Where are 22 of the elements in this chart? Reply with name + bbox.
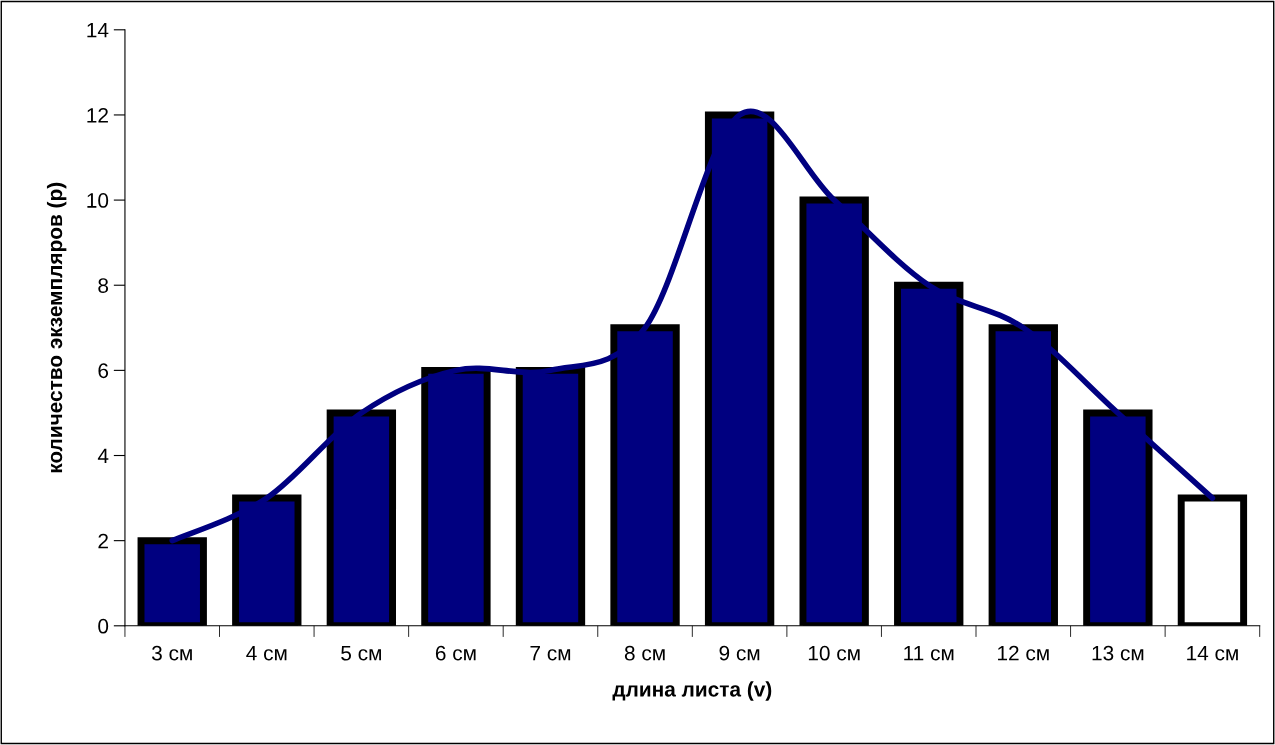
y-tick-label: 8 (98, 278, 109, 293)
x-tick-label: 10 см (808, 645, 860, 661)
y-tick-label: 6 (98, 363, 109, 379)
y-tick-label: 12 (87, 107, 108, 123)
x-tick-label: 12 см (998, 645, 1049, 661)
x-tick-label: 7 см (530, 646, 571, 661)
x-tick-label: 13 см (1092, 645, 1144, 661)
x-tick-label: 6 см (435, 645, 476, 661)
x-tick-label: 3 см (151, 645, 192, 661)
y-tick-label: 2 (98, 533, 108, 549)
x-axis-title: длина листа (v) (612, 681, 772, 701)
x-tick-label: 8 см (624, 645, 665, 661)
y-tick-label: 14 (87, 23, 109, 38)
x-tick-label: 4 см (246, 646, 287, 661)
y-tick-label: 4 (97, 448, 109, 464)
x-tick-label: 9 см (719, 645, 760, 661)
x-tick-label: 5 см (341, 646, 381, 661)
x-tick-label: 11 см (904, 646, 954, 661)
y-tick-label: 0 (98, 618, 109, 634)
x-tick-label: 14 см (1187, 646, 1238, 661)
y-axis-title: количество экземпляров (p) (46, 182, 67, 473)
y-tick-label: 10 (87, 193, 109, 208)
